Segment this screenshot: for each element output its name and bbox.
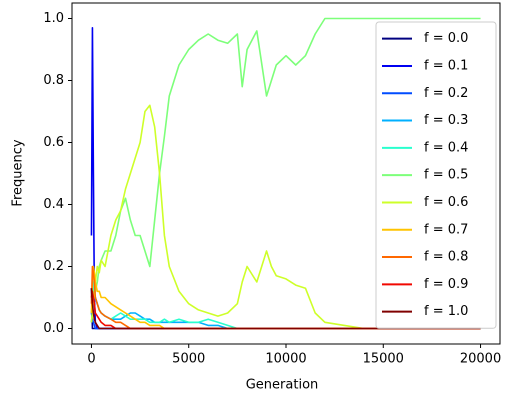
legend-label: f = 0.5 xyxy=(424,168,468,183)
legend-label: f = 0.0 xyxy=(424,31,468,46)
legend-label: f = 0.3 xyxy=(424,113,468,128)
legend-label: f = 0.6 xyxy=(424,195,468,210)
legend-label: f = 0.2 xyxy=(424,86,468,101)
y-tick-label: 0.6 xyxy=(43,135,64,150)
x-tick-label: 15000 xyxy=(363,352,404,367)
x-tick-label: 0 xyxy=(87,352,95,367)
y-tick-label: 0.0 xyxy=(43,321,64,336)
series-line xyxy=(90,288,481,330)
legend-label: f = 0.8 xyxy=(424,250,468,265)
x-tick-label: 10000 xyxy=(265,352,306,367)
y-tick-label: 0.8 xyxy=(43,73,64,88)
legend-label: f = 0.7 xyxy=(424,222,468,237)
series-line xyxy=(90,104,481,330)
x-axis-label: Generation xyxy=(246,378,319,393)
y-tick-label: 0.4 xyxy=(43,197,64,212)
y-tick-label: 0.2 xyxy=(43,259,64,274)
x-tick-label: 5000 xyxy=(172,352,205,367)
legend-box xyxy=(375,21,497,329)
y-axis-label: Frequency xyxy=(11,139,26,206)
legend-label: f = 0.9 xyxy=(424,277,468,292)
legend-label: f = 0.4 xyxy=(424,140,468,155)
y-tick-label: 1.0 xyxy=(43,11,64,26)
legend-label: f = 0.1 xyxy=(424,58,468,73)
series-line xyxy=(90,17,481,323)
legend-label: f = 1.0 xyxy=(424,304,468,319)
x-tick-label: 20000 xyxy=(460,352,501,367)
plot-frame xyxy=(71,2,501,345)
